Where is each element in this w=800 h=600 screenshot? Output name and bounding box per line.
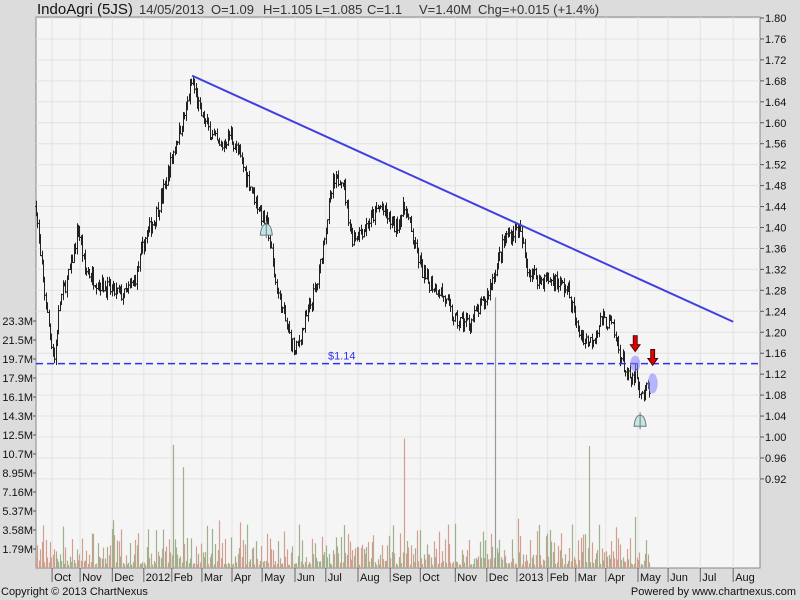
month-label: Oct: [54, 572, 71, 584]
quote-high: H=1.105: [263, 2, 313, 17]
price-tick-label: 1.28: [765, 285, 786, 297]
month-label: Feb: [550, 572, 569, 584]
price-tick-label: 1.76: [765, 34, 786, 46]
quote-low: L=1.085: [315, 2, 363, 17]
price-tick-label: 1.00: [765, 432, 786, 444]
month-label: May: [264, 572, 285, 584]
month-label: Jul: [328, 572, 342, 584]
month-label: Oct: [422, 572, 439, 584]
volume-tick-label: 10.7M: [2, 449, 33, 461]
month-label: Sep: [392, 572, 412, 584]
month-label: Nov: [457, 572, 477, 584]
arrow-down-icon: [646, 348, 659, 367]
volume-tick-label: 16.1M: [2, 392, 33, 404]
quote-open: O=1.09: [211, 2, 255, 17]
price-tick-label: 1.24: [765, 306, 786, 318]
month-label: Jun: [297, 572, 315, 584]
volume-tick-label: 23.3M: [2, 316, 33, 328]
month-label: Nov: [82, 572, 102, 584]
month-label: Dec: [489, 572, 509, 584]
month-label: 2012: [146, 572, 170, 584]
quote-volume: V=1.40M: [419, 2, 472, 17]
month-label: Jul: [702, 572, 716, 584]
price-tick-label: 0.92: [765, 474, 786, 486]
price-tick-label: 1.12: [765, 369, 786, 381]
volume-tick-label: 3.58M: [2, 525, 33, 537]
trend-line: [191, 74, 734, 323]
arrow-down-icon: [629, 335, 641, 353]
chart-title: IndoAgri (5JS): [37, 1, 133, 18]
price-tick-label: 0.96: [765, 453, 786, 465]
price-tick-label: 1.32: [765, 264, 786, 276]
price-tick-label: 1.52: [765, 160, 786, 172]
price-tick-label: 1.80: [765, 13, 786, 25]
price-tick-label: 1.64: [765, 97, 786, 109]
highlight-ellipse: [647, 373, 658, 394]
quote-change: Chg=+0.015 (+1.4%): [478, 2, 600, 17]
price-tick-label: 1.68: [765, 76, 786, 88]
month-label: Dec: [114, 572, 134, 584]
quote-date: 14/05/2013: [139, 2, 205, 17]
price-tick-label: 1.04: [765, 411, 786, 423]
month-label: Aug: [360, 572, 380, 584]
price-tick-label: 1.60: [765, 118, 786, 130]
copyright: Copyright © 2013 ChartNexus: [1, 586, 148, 598]
price-tick-label: 1.56: [765, 139, 786, 151]
month-label: Mar: [578, 572, 597, 584]
price-tick-label: 1.48: [765, 181, 786, 193]
price-tick-label: 1.36: [765, 243, 786, 255]
price-tick-label: 1.44: [765, 202, 786, 214]
month-label: Jun: [670, 572, 688, 584]
month-label: Feb: [174, 572, 193, 584]
support-label: $1.14: [328, 351, 356, 363]
price-tick-label: 1.20: [765, 327, 786, 339]
month-label: 2013: [519, 572, 543, 584]
month-label: Aug: [735, 572, 755, 584]
volume-tick-label: 1.79M: [2, 544, 33, 556]
price-tick-label: 1.72: [765, 55, 786, 67]
price-tick-label: 1.16: [765, 348, 786, 360]
volume-tick-label: 5.37M: [2, 506, 33, 518]
month-label: Mar: [204, 572, 223, 584]
price-tick-label: 1.40: [765, 223, 786, 235]
volume-tick-label: 17.9M: [2, 373, 33, 385]
volume-tick-label: 8.95M: [2, 468, 33, 480]
volume-tick-label: 19.7M: [2, 354, 33, 366]
volume-tick-label: 12.5M: [2, 430, 33, 442]
month-label: May: [640, 572, 661, 584]
powered-by-link[interactable]: Powered by www.chartnexus.com: [630, 586, 796, 598]
highlight-ellipse: [630, 355, 641, 372]
volume-tick-label: 7.16M: [2, 487, 33, 499]
volume-tick-label: 14.3M: [2, 411, 33, 423]
plot-area: [35, 16, 761, 569]
quote-close: C=1.1: [367, 2, 403, 17]
volume-tick-label: 21.5M: [2, 335, 33, 347]
month-label: Apr: [608, 572, 625, 584]
price-tick-label: 1.08: [765, 390, 786, 402]
month-label: Apr: [234, 572, 251, 584]
